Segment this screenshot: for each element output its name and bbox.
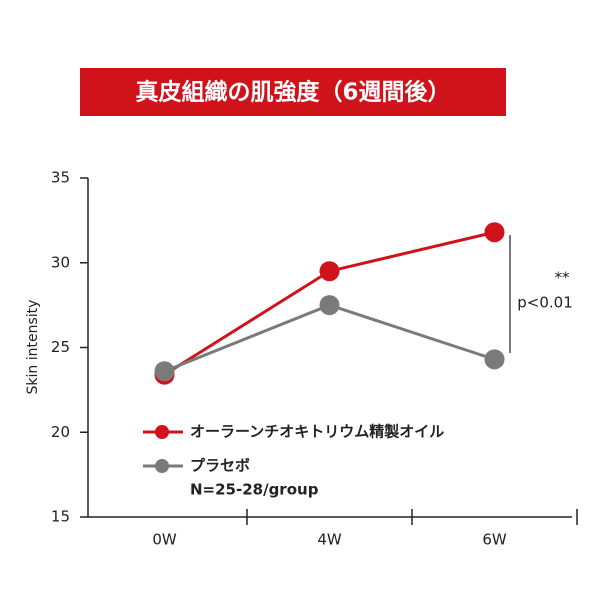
legend-label: プラセボ: [190, 457, 250, 475]
data-point: [484, 349, 505, 370]
x-tick-label: 6W: [482, 531, 507, 549]
x-tick-label: 0W: [152, 531, 177, 549]
legend-marker: [155, 425, 169, 439]
data-point: [484, 222, 505, 243]
legend-label: オーラーンチオキトリウム精製オイル: [190, 423, 444, 441]
annotation: p<0.01: [517, 294, 573, 312]
legend-note: N=25-28/group: [190, 481, 319, 499]
y-tick-label: 30: [51, 253, 70, 271]
chart-title: 真皮組織の肌強度（6週間後）: [135, 79, 450, 106]
y-axis-label: Skin intensity: [25, 300, 41, 395]
annotation: **: [555, 269, 571, 287]
legend-marker: [155, 459, 169, 473]
data-point: [154, 361, 175, 382]
y-tick-label: 25: [51, 338, 70, 356]
y-tick-label: 20: [51, 423, 70, 441]
data-point: [319, 295, 340, 316]
y-tick-label: 35: [51, 169, 70, 187]
y-tick-label: 15: [51, 508, 70, 526]
title-box: [80, 68, 506, 116]
x-tick-label: 4W: [317, 531, 342, 549]
data-point: [319, 261, 340, 282]
